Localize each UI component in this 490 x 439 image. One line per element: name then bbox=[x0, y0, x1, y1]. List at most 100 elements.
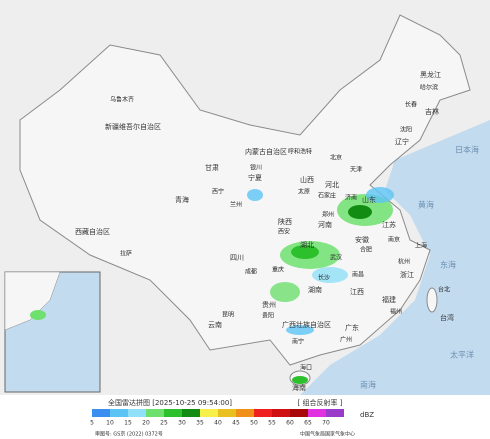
city-label: 合肥 bbox=[360, 246, 372, 254]
legend-swatch bbox=[200, 409, 218, 417]
radar-echo bbox=[247, 187, 394, 384]
legend-swatch bbox=[290, 409, 308, 417]
city-label: 贵阳 bbox=[262, 312, 274, 320]
sea-label: 南海 bbox=[360, 380, 376, 390]
city-label: 天津 bbox=[350, 167, 362, 174]
region-label: 内蒙古自治区 bbox=[245, 147, 287, 156]
legend-tick-label: 20 bbox=[142, 420, 150, 427]
legend-swatch bbox=[272, 409, 290, 417]
city-label: 南昌 bbox=[352, 271, 364, 279]
legend-swatch bbox=[218, 409, 236, 417]
legend-tick-label: 15 bbox=[124, 420, 132, 427]
region-label: 吉林 bbox=[425, 107, 439, 116]
city-label: 长春 bbox=[405, 101, 417, 109]
inset-land bbox=[4, 271, 61, 331]
region-label: 浙江 bbox=[400, 270, 414, 279]
city-label: 西宁 bbox=[212, 188, 224, 196]
china-outline bbox=[19, 14, 471, 366]
region-label: 西藏自治区 bbox=[75, 227, 110, 236]
city-label: 拉萨 bbox=[120, 250, 132, 258]
region-label: 云南 bbox=[208, 320, 222, 329]
inset-echo bbox=[30, 310, 46, 320]
region-label: 湖北 bbox=[300, 240, 314, 249]
region-label: 四川 bbox=[230, 254, 244, 262]
city-label: 沈阳 bbox=[400, 126, 412, 134]
region-label: 青海 bbox=[175, 195, 189, 204]
region-label: 宁夏 bbox=[248, 173, 262, 182]
legend-tick-label: 70 bbox=[322, 420, 330, 427]
legend-tick-label: 5 bbox=[90, 420, 94, 427]
legend-tick-label: 50 bbox=[250, 420, 258, 427]
sea-label: 黄海 bbox=[418, 200, 434, 210]
city-label: 南宁 bbox=[292, 338, 304, 346]
legend-swatch bbox=[128, 409, 146, 417]
footer-text: 审图号: GS京 (2022) 0372号 bbox=[95, 431, 163, 438]
echo bbox=[286, 325, 314, 335]
product-label: [ 组合反射率 ] bbox=[298, 398, 343, 407]
region-label: 海南 bbox=[292, 383, 306, 392]
city-label: 呼和浩特 bbox=[288, 148, 312, 156]
echo bbox=[270, 282, 300, 302]
sea-label: 日本海 bbox=[455, 145, 479, 155]
region-label: 湖南 bbox=[308, 285, 322, 294]
unit-label: dBZ bbox=[360, 411, 374, 419]
city-label: 广州 bbox=[340, 336, 352, 344]
legend-swatch bbox=[254, 409, 272, 417]
city-label: 银川 bbox=[250, 164, 262, 172]
sea bbox=[300, 120, 490, 395]
city-label: 南京 bbox=[388, 236, 400, 244]
legend-tick-label: 40 bbox=[214, 420, 222, 427]
city-label: 海口 bbox=[300, 364, 312, 372]
legend-tick-label: 65 bbox=[304, 420, 312, 427]
region-label: 河北 bbox=[325, 181, 339, 189]
legend-swatch bbox=[326, 409, 344, 417]
region-label: 江苏 bbox=[382, 220, 396, 229]
taiwan bbox=[426, 287, 438, 313]
echo bbox=[348, 205, 372, 219]
region-label: 贵州 bbox=[262, 300, 276, 309]
region-label: 河南 bbox=[318, 220, 332, 229]
legend-tick-label: 60 bbox=[286, 420, 294, 427]
city-label: 乌鲁木齐 bbox=[110, 96, 134, 104]
city-label: 郑州 bbox=[322, 211, 334, 219]
legend-tick-label: 45 bbox=[232, 420, 240, 427]
legend-swatch bbox=[308, 409, 326, 417]
legend-swatch bbox=[110, 409, 128, 417]
legend-tick-label: 55 bbox=[268, 420, 276, 427]
region-label: 台湾 bbox=[440, 313, 454, 322]
city-label: 西安 bbox=[278, 228, 290, 236]
echo bbox=[292, 376, 308, 384]
city-label: 上海 bbox=[415, 242, 427, 250]
legend-swatch bbox=[236, 409, 254, 417]
legend-title: 全国雷达拼图 [2025-10-25 09:54:00] bbox=[108, 398, 232, 407]
legend-swatch bbox=[164, 409, 182, 417]
legend-swatch bbox=[146, 409, 164, 417]
legend-tick-label: 30 bbox=[178, 420, 186, 427]
region-label: 广东 bbox=[345, 323, 359, 332]
region-label: 江西 bbox=[350, 288, 364, 296]
region-label: 山东 bbox=[362, 195, 376, 204]
echo bbox=[291, 245, 319, 259]
region-label: 广西壮族自治区 bbox=[282, 320, 331, 329]
city-label: 济南 bbox=[345, 194, 357, 202]
city-label: 石家庄 bbox=[318, 192, 336, 200]
map-labels: 新疆维吾尔自治区 乌鲁木齐 西藏自治区 拉萨 青海 西宁 甘肃 兰州 内蒙古自治… bbox=[75, 70, 479, 392]
legend-swatch bbox=[92, 409, 110, 417]
city-label: 重庆 bbox=[272, 266, 284, 274]
footer-text: 中国气象局国家气象中心 bbox=[300, 431, 355, 438]
legend-tick-label: 25 bbox=[160, 420, 168, 427]
city-label: 武汉 bbox=[330, 254, 342, 262]
city-label: 哈尔滨 bbox=[420, 84, 438, 92]
city-label: 北京 bbox=[330, 154, 342, 162]
city-label: 长沙 bbox=[318, 274, 330, 282]
region-label: 福建 bbox=[382, 295, 396, 304]
legend-tick-label: 35 bbox=[196, 420, 204, 427]
city-label: 太原 bbox=[298, 188, 310, 196]
echo bbox=[247, 189, 263, 201]
legend-tick-label: 10 bbox=[106, 420, 114, 427]
city-label: 昆明 bbox=[222, 312, 234, 319]
city-label: 福州 bbox=[390, 308, 402, 316]
region-label: 新疆维吾尔自治区 bbox=[105, 122, 161, 131]
region-label: 甘肃 bbox=[205, 163, 219, 172]
